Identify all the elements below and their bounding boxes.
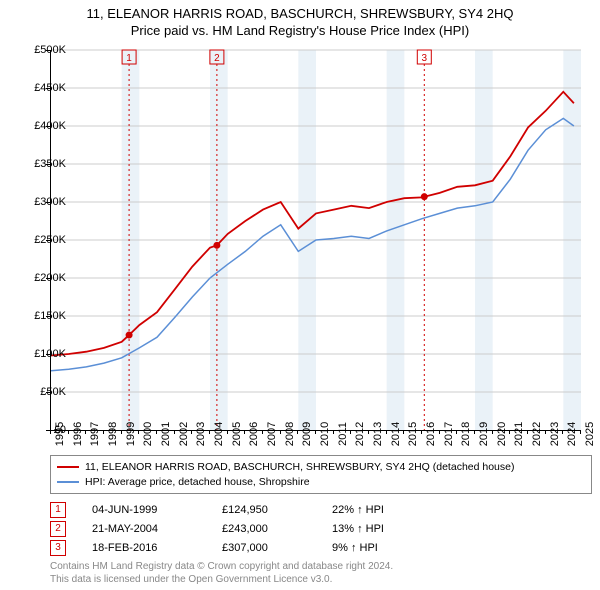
x-tick-label: 1998 (107, 422, 119, 446)
y-tick-label: £400K (6, 120, 66, 132)
legend-swatch-hpi (57, 481, 79, 483)
x-tick-label: 2006 (248, 422, 260, 446)
x-tick-label: 2001 (160, 422, 172, 446)
x-tick-label: 1999 (125, 422, 137, 446)
table-row: 1 04-JUN-1999 £124,950 22% ↑ HPI (50, 500, 442, 519)
x-tick-label: 2017 (443, 422, 455, 446)
x-tick-label: 2019 (478, 422, 490, 446)
y-tick-label: £50K (6, 386, 66, 398)
x-tick-label: 2010 (319, 422, 331, 446)
legend-label-hpi: HPI: Average price, detached house, Shro… (85, 475, 310, 490)
x-tick-label: 2025 (584, 422, 596, 446)
y-tick-label: £150K (6, 310, 66, 322)
y-tick-label: £250K (6, 234, 66, 246)
x-tick-label: 2012 (354, 422, 366, 446)
x-tick-label: 2016 (425, 422, 437, 446)
x-tick-label: 2000 (142, 422, 154, 446)
footnote-line2: This data is licensed under the Open Gov… (50, 574, 393, 587)
x-tick-label: 2023 (549, 422, 561, 446)
legend-swatch-property (57, 466, 79, 468)
y-tick-label: £500K (6, 44, 66, 56)
x-tick-label: 2005 (231, 422, 243, 446)
x-tick-label: 2020 (496, 422, 508, 446)
x-tick-label: 2021 (513, 422, 525, 446)
x-tick-label: 2011 (337, 422, 349, 446)
chart-title: 11, ELEANOR HARRIS ROAD, BASCHURCH, SHRE… (0, 0, 600, 21)
txn-pct: 13% ↑ HPI (332, 523, 442, 535)
x-tick-label: 2024 (566, 422, 578, 446)
txn-price: £307,000 (222, 542, 332, 554)
txn-price: £243,000 (222, 523, 332, 535)
x-tick-label: 1996 (72, 422, 84, 446)
marker-box-3-icon: 3 (50, 540, 66, 556)
x-tick-label: 2003 (195, 422, 207, 446)
x-tick-label: 2004 (213, 422, 225, 446)
chart-subtitle: Price paid vs. HM Land Registry's House … (0, 21, 600, 38)
y-tick-label: £300K (6, 196, 66, 208)
x-tick-label: 1995 (54, 422, 66, 446)
x-tick-label: 2015 (407, 422, 419, 446)
footnote: Contains HM Land Registry data © Crown c… (50, 561, 393, 586)
txn-price: £124,950 (222, 504, 332, 516)
marker-box-1-icon: 1 (50, 502, 66, 518)
svg-text:3: 3 (422, 53, 428, 64)
x-tick-label: 2007 (266, 422, 278, 446)
y-tick-label: £450K (6, 82, 66, 94)
txn-date: 21-MAY-2004 (92, 523, 222, 535)
svg-text:1: 1 (126, 53, 132, 64)
txn-pct: 22% ↑ HPI (332, 504, 442, 516)
y-tick-label: £100K (6, 348, 66, 360)
chart-svg: 1 2 3 (51, 50, 581, 430)
legend: 11, ELEANOR HARRIS ROAD, BASCHURCH, SHRE… (50, 455, 592, 494)
y-tick-label: £200K (6, 272, 66, 284)
txn-pct: 9% ↑ HPI (332, 542, 442, 554)
footnote-line1: Contains HM Land Registry data © Crown c… (50, 561, 393, 574)
table-row: 3 18-FEB-2016 £307,000 9% ↑ HPI (50, 538, 442, 557)
legend-item-hpi: HPI: Average price, detached house, Shro… (57, 475, 585, 490)
transactions-table: 1 04-JUN-1999 £124,950 22% ↑ HPI 2 21-MA… (50, 500, 442, 557)
chart-plot-area: 1 2 3 (50, 50, 581, 431)
x-tick-label: 2009 (301, 422, 313, 446)
legend-label-property: 11, ELEANOR HARRIS ROAD, BASCHURCH, SHRE… (85, 460, 514, 475)
x-tick-label: 2008 (284, 422, 296, 446)
txn-date: 18-FEB-2016 (92, 542, 222, 554)
x-tick-label: 2018 (460, 422, 472, 446)
legend-item-property: 11, ELEANOR HARRIS ROAD, BASCHURCH, SHRE… (57, 460, 585, 475)
svg-text:2: 2 (214, 53, 220, 64)
x-tick-label: 2022 (531, 422, 543, 446)
table-row: 2 21-MAY-2004 £243,000 13% ↑ HPI (50, 519, 442, 538)
x-tick-label: 2002 (178, 422, 190, 446)
x-tick-label: 2014 (390, 422, 402, 446)
y-tick-label: £350K (6, 158, 66, 170)
x-tick-label: 1997 (89, 422, 101, 446)
txn-date: 04-JUN-1999 (92, 504, 222, 516)
chart-container: 11, ELEANOR HARRIS ROAD, BASCHURCH, SHRE… (0, 0, 600, 590)
marker-box-2-icon: 2 (50, 521, 66, 537)
x-tick-label: 2013 (372, 422, 384, 446)
